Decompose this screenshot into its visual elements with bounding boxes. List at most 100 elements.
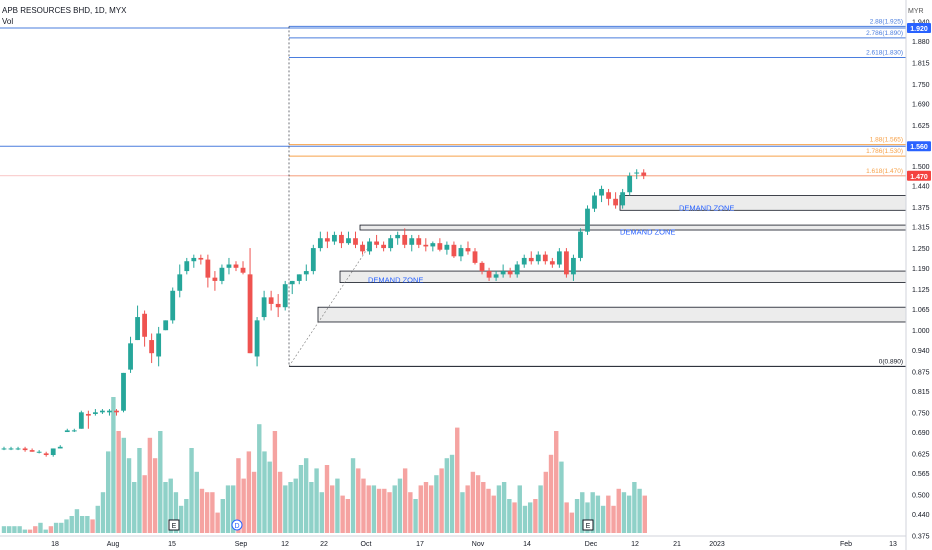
volume-bar xyxy=(595,495,601,533)
price-tick-label: 1.190 xyxy=(912,266,930,273)
time-tick-label: Feb xyxy=(840,541,852,548)
volume-bar xyxy=(90,519,95,533)
volume-bar xyxy=(184,499,189,533)
time-tick-label: Dec xyxy=(585,541,598,548)
demand-zone-label: DEMAND ZONE xyxy=(620,228,675,237)
candle-body xyxy=(261,297,267,318)
candle-body xyxy=(599,188,604,196)
volume-bar xyxy=(590,492,595,533)
price-tick-label: 1.940 xyxy=(912,19,930,26)
volume-bar xyxy=(152,458,158,533)
candle-body xyxy=(514,264,520,275)
candle-body xyxy=(535,254,541,262)
demand-zone-box xyxy=(317,306,907,323)
candle-body xyxy=(458,248,464,257)
candle-body xyxy=(107,410,112,413)
volume-bar xyxy=(637,488,642,533)
candle-body xyxy=(198,257,204,260)
volume-bar xyxy=(522,505,528,533)
candle-body xyxy=(437,243,443,250)
fib-level-label: 1.618(1.470) xyxy=(866,168,903,175)
fib-level-label: 1.88(1.565) xyxy=(870,137,903,144)
volume-bar xyxy=(533,499,538,533)
volume-bar xyxy=(225,485,231,533)
volume-bar xyxy=(449,454,455,533)
candle-body xyxy=(564,251,569,275)
candle-body xyxy=(451,244,457,257)
price-tick-label: 1.880 xyxy=(912,39,930,46)
candle-body xyxy=(247,274,253,354)
volume-bar xyxy=(64,519,69,533)
volume-bar xyxy=(486,488,491,533)
candle-body xyxy=(212,277,218,281)
volume-bar xyxy=(314,468,319,533)
demand-zone-label: DEMAND ZONE xyxy=(368,275,423,284)
candle-body xyxy=(592,195,597,209)
volume-bar xyxy=(231,485,236,533)
volume-bar xyxy=(69,516,74,533)
volume-bar xyxy=(283,485,288,533)
price-tick-label: 1.065 xyxy=(912,307,930,314)
volume-bar xyxy=(501,482,507,533)
candle-body xyxy=(542,254,548,262)
volume-bar xyxy=(335,478,340,533)
candle-body xyxy=(367,241,372,252)
price-tick-label: 0.500 xyxy=(912,492,930,499)
volume-bar xyxy=(387,492,392,533)
candle-body xyxy=(282,284,288,308)
volume-bar xyxy=(408,492,413,533)
fib-level-label: 2.786(1.890) xyxy=(866,30,903,37)
volume-bar xyxy=(168,478,173,533)
volume-bar xyxy=(350,458,356,533)
price-tick-label: 1.375 xyxy=(912,205,930,212)
candle-body xyxy=(402,234,408,245)
price-axis[interactable]: 1.9401.8801.8151.7501.6901.6251.5651.500… xyxy=(912,19,930,540)
fib-level-label: 2.88(1.925) xyxy=(870,18,903,25)
price-tick-label: 1.750 xyxy=(912,82,930,89)
candle-body xyxy=(578,231,583,258)
volume-bar xyxy=(434,475,439,533)
time-tick-label: Sep xyxy=(235,541,248,548)
volume-bar xyxy=(356,468,361,533)
price-badges: 1.920 1.560 1.470 xyxy=(907,22,931,181)
candle-body xyxy=(613,198,619,206)
volume-bar xyxy=(277,471,283,533)
volume-bar xyxy=(548,454,554,533)
candle-body xyxy=(381,244,387,249)
volume-bar xyxy=(616,488,621,533)
time-tick-label: 18 xyxy=(51,541,59,548)
candle-body xyxy=(71,430,77,432)
price-tick-label: 1.815 xyxy=(912,60,930,67)
volume-bar xyxy=(267,461,272,533)
volume-bar xyxy=(27,529,33,533)
candle-body xyxy=(606,192,611,199)
candle-body xyxy=(78,412,84,429)
candle-body xyxy=(317,238,323,249)
volume-bar xyxy=(439,468,444,533)
time-tick-label: Oct xyxy=(361,541,372,548)
volume-bar xyxy=(173,492,179,533)
volume-bar xyxy=(444,458,450,533)
candle-body xyxy=(289,280,295,285)
price-tick-label: 0.750 xyxy=(912,410,930,417)
volume-label: Vol xyxy=(2,17,13,26)
volume-bar xyxy=(580,492,585,533)
demand-zone-box xyxy=(619,195,907,211)
volume-bar xyxy=(199,488,205,533)
volume-bar xyxy=(1,526,7,533)
price-tick-label: 1.690 xyxy=(912,102,930,109)
volume-bar xyxy=(220,499,226,533)
candle-body xyxy=(346,238,351,244)
time-tick-label: Nov xyxy=(472,541,485,548)
volume-bar xyxy=(178,505,184,533)
time-axis[interactable]: 18 Aug 15 Sep 12 22 Oct 17 Nov 14 Dec 12 21 2023 Feb 13 xyxy=(51,541,897,548)
volume-bar xyxy=(288,482,293,533)
volume-bar xyxy=(559,461,564,533)
candle-body xyxy=(528,257,534,262)
volume-bar xyxy=(324,465,330,533)
candle-body xyxy=(507,271,513,275)
time-tick-label: 13 xyxy=(889,541,897,548)
candle-body xyxy=(395,234,401,239)
volume-bar xyxy=(512,502,517,533)
